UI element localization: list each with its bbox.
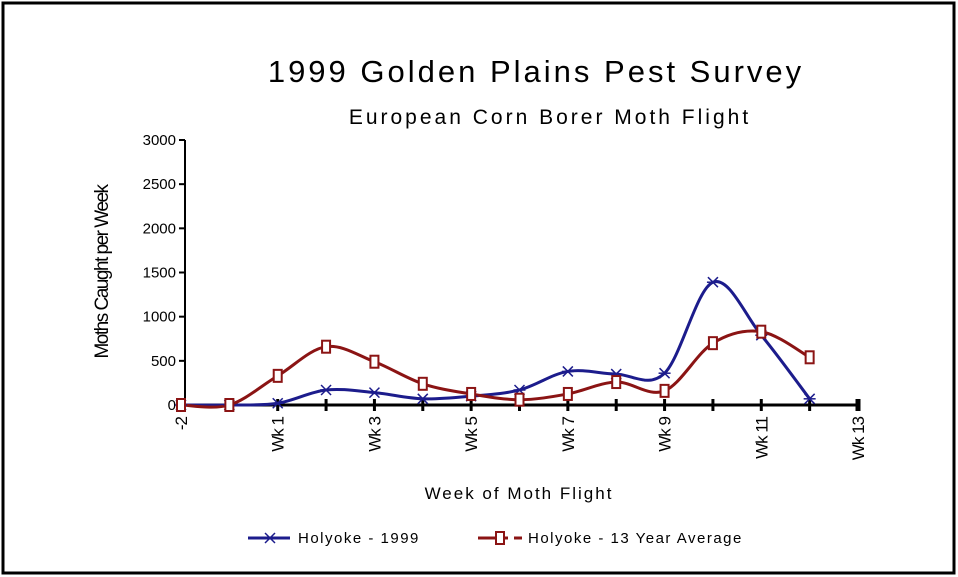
x-tick-label: Wk 3 [365,416,384,451]
point-marker [658,367,671,379]
y-tick-label: 2000 [143,220,176,237]
point-marker [224,398,235,412]
x-tick-label: Wk 11 [752,416,771,458]
point-marker [707,336,718,351]
legend-label: Holyoke - 1999 [298,530,420,547]
x-axis-label: Week of Moth Flight [425,484,614,503]
point-marker [417,376,428,391]
x-tick-label: -2 [172,416,191,430]
point-marker [562,386,573,401]
y-tick-label: 1000 [143,309,176,326]
point-marker [514,392,525,407]
y-axis-label: Moths Caught per Week [92,183,113,358]
point-marker [466,386,477,401]
point-marker [804,350,815,365]
point-marker [495,531,505,545]
x-tick-label: Wk 13 [849,416,868,460]
point-marker [368,387,381,399]
y-tick-label: 0 [168,397,176,414]
point-marker [176,398,186,412]
point-marker [271,397,284,409]
point-marker [320,384,333,396]
y-tick-label: 500 [151,353,176,370]
chart-subtitle: European Corn Borer Moth Flight [349,106,751,129]
point-marker [264,532,276,544]
point-marker [369,354,380,369]
point-marker [659,383,670,398]
point-marker [706,276,719,288]
y-tick-label: 3000 [143,132,176,149]
x-tick-label: Wk 7 [559,416,578,451]
y-tick-label: 1500 [143,265,176,282]
legend-label: Holyoke - 13 Year Average [528,530,743,547]
point-marker [416,393,429,405]
point-marker [611,375,622,390]
point-marker [803,393,816,405]
y-tick-label: 2500 [143,176,176,193]
x-tick-label: Wk 9 [656,416,675,451]
point-marker [561,365,574,377]
point-marker [756,324,767,339]
point-marker [321,339,332,354]
x-tick-label: Wk 5 [462,416,481,451]
x-tick-label: Wk 1 [269,416,288,451]
point-marker [272,368,283,383]
chart-title: 1999 Golden Plains Pest Survey [268,54,804,89]
